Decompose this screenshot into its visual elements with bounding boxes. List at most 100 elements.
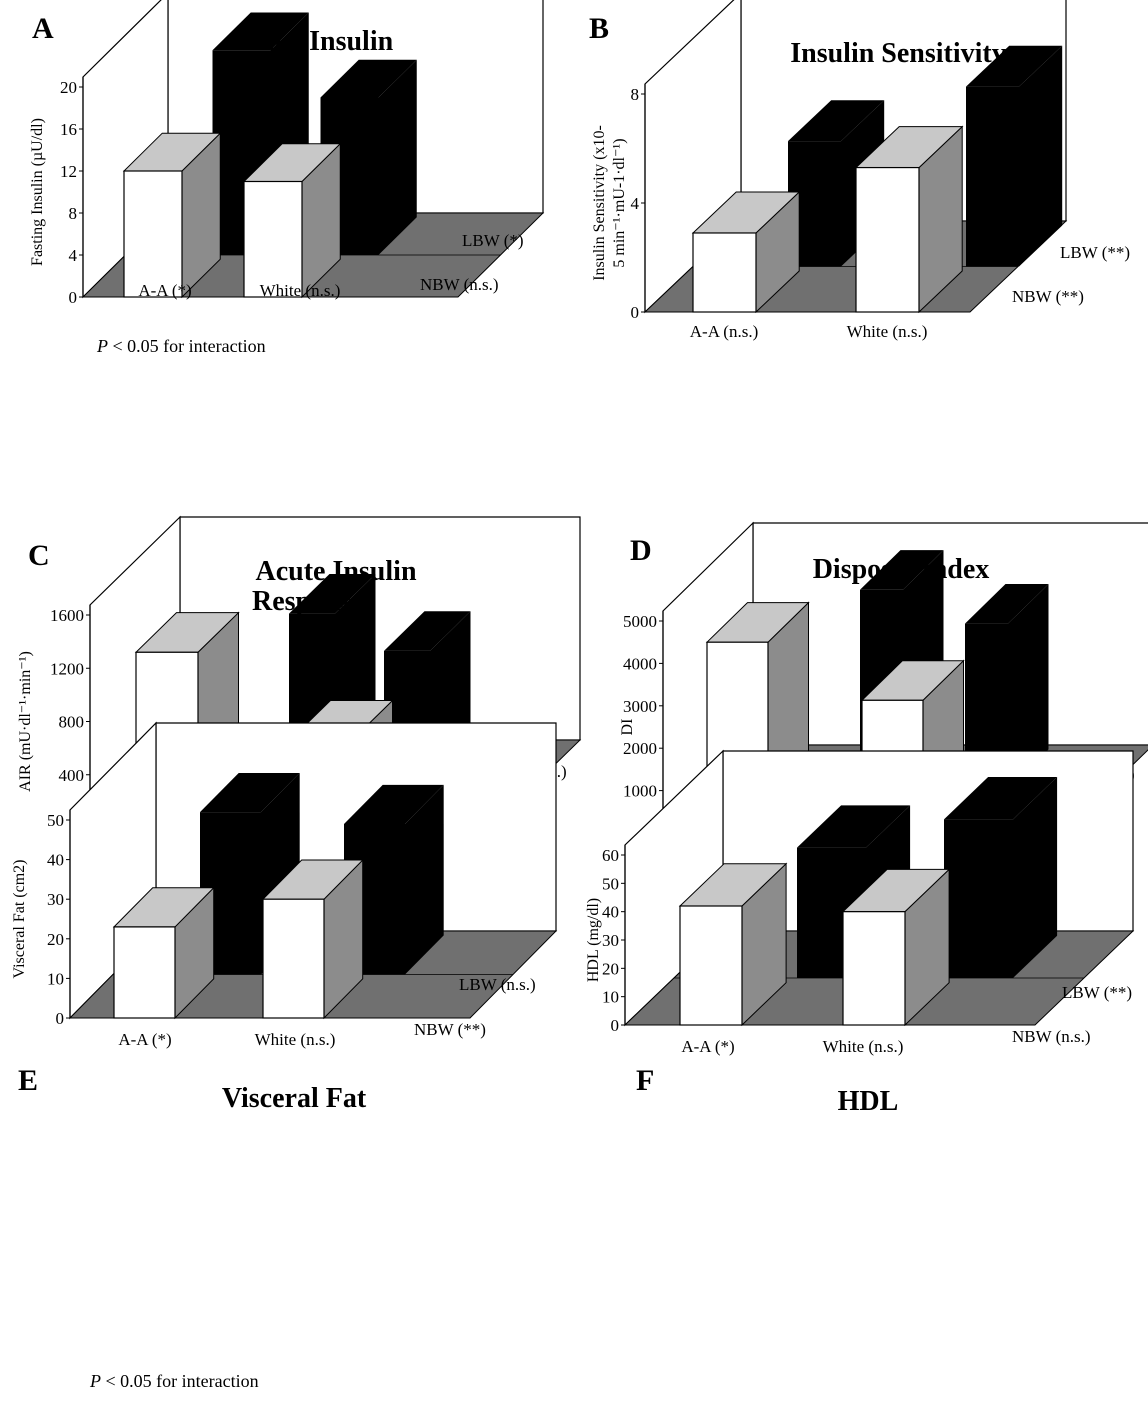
y-tick-label: 0 xyxy=(611,1016,620,1035)
bar-lbw-side xyxy=(1008,584,1049,789)
x-category-label: A-A (*) xyxy=(138,281,191,300)
y-axis-label: AIR (mU·dl⁻¹·min⁻¹) xyxy=(17,651,34,792)
y-tick-label: 8 xyxy=(631,85,640,104)
bar-nbw xyxy=(262,898,325,1019)
chart-title: HDL xyxy=(838,1086,899,1117)
bar-lbw-side xyxy=(378,59,417,256)
chart-panel-f: 0 10 20 30 40 50 60 F HDL HDL (mg/dl) A-A (*) White… xyxy=(585,749,1135,1117)
panel-letter: F xyxy=(636,1064,654,1097)
y-tick-label: 60 xyxy=(602,846,619,865)
x-category-label: White (n.s.) xyxy=(823,1037,904,1056)
bar-lbw-top xyxy=(966,45,1063,87)
bar-lbw-top xyxy=(289,574,376,614)
bar-lbw-side xyxy=(1013,777,1058,978)
chart-panel-e: 0 10 20 30 40 50 E Visceral Fat Visceral Fat (cm… xyxy=(11,721,558,1391)
y-tick-label: 12 xyxy=(60,162,77,181)
chart-title: Insulin Sensitivity xyxy=(790,38,1006,69)
panel-letter: A xyxy=(32,12,54,45)
chart-panel-a: 0 4 8 12 16 20 A Fast Insulin Fasting Insulin (µ… xyxy=(29,0,545,356)
panel-letter: B xyxy=(589,12,609,45)
bar-nbw xyxy=(855,166,920,313)
y-tick-label: 10 xyxy=(47,969,64,988)
x-category-label: A-A (n.s.) xyxy=(690,322,758,341)
bar-lbw-top xyxy=(788,100,885,142)
y-tick-label: 20 xyxy=(602,959,619,978)
y-tick-label: 800 xyxy=(59,713,85,732)
y-tick-label: 50 xyxy=(602,874,619,893)
y-tick-label: 0 xyxy=(631,303,640,322)
x-category-label: White (n.s.) xyxy=(255,1030,336,1049)
note-rest: < 0.05 for interaction xyxy=(101,1371,259,1391)
y-axis-label: Visceral Fat (cm2) xyxy=(11,860,28,979)
y-axis-label: 5 min⁻¹·mU-1·dl⁻¹) xyxy=(611,138,628,267)
bar-nbw xyxy=(243,180,303,298)
bar-lbw-top xyxy=(212,12,309,51)
series-label-nbw: NBW (n.s.) xyxy=(1012,1027,1091,1046)
bar-lbw-top xyxy=(384,611,471,651)
y-tick-label: 0 xyxy=(69,288,78,307)
y-tick-label: 4 xyxy=(631,194,640,213)
chart-title: Visceral Fat xyxy=(222,1083,367,1114)
note-p: P xyxy=(96,336,108,356)
bar-lbw xyxy=(200,812,261,975)
bar-nbw xyxy=(123,170,183,298)
interaction-note: P < 0.05 for interaction xyxy=(96,336,266,356)
bar-lbw-side xyxy=(405,784,444,975)
note-rest: < 0.05 for interaction xyxy=(108,336,266,356)
series-label-nbw: NBW (n.s.) xyxy=(420,275,499,294)
panel-letter: D xyxy=(630,534,652,567)
y-axis-label: HDL (mg/dl) xyxy=(585,898,602,982)
y-tick-label: 8 xyxy=(69,204,78,223)
y-tick-label: 1200 xyxy=(50,659,84,678)
y-tick-label: 16 xyxy=(60,120,77,139)
y-tick-label: 40 xyxy=(602,903,619,922)
panel-letter: C xyxy=(28,539,50,572)
chart-title: Response xyxy=(252,586,364,617)
y-tick-label: 0 xyxy=(56,1009,65,1028)
y-tick-label: 20 xyxy=(60,78,77,97)
bar-lbw xyxy=(788,141,841,267)
y-tick-label: 10 xyxy=(602,988,619,1007)
bar-nbw xyxy=(679,905,743,1026)
y-tick-label: 1600 xyxy=(50,606,84,625)
bar-lbw xyxy=(965,623,1008,789)
y-axis-label: DI xyxy=(619,719,636,736)
y-tick-label: 2000 xyxy=(623,739,657,758)
x-category-label: White (n.s.) xyxy=(260,281,341,300)
bar-nbw xyxy=(692,232,757,313)
y-axis-label: Fasting Insulin (µU/dl) xyxy=(29,118,46,266)
series-label-lbw: LBW (*) xyxy=(462,231,524,250)
y-tick-label: 3000 xyxy=(623,697,657,716)
y-tick-label: 40 xyxy=(47,851,64,870)
bar-lbw-top xyxy=(797,805,911,848)
interaction-note: P < 0.05 for interaction xyxy=(89,1371,259,1391)
bar-lbw-side xyxy=(1019,45,1063,267)
y-tick-label: 20 xyxy=(47,930,64,949)
bar-lbw-top xyxy=(944,777,1058,820)
chart-panel-b: 0 4 8 B Insulin Sensitivity Insulin Sensitivi… xyxy=(589,0,1130,341)
series-label-nbw: NBW (**) xyxy=(1012,287,1084,306)
bar-lbw xyxy=(966,86,1019,267)
y-axis-label: Insulin Sensitivity (x10- xyxy=(591,125,608,281)
series-label-lbw: LBW (**) xyxy=(1062,983,1132,1002)
y-tick-label: 50 xyxy=(47,811,64,830)
bar-lbw-top xyxy=(320,59,417,98)
y-tick-label: 30 xyxy=(602,931,619,950)
bar-lbw-top xyxy=(965,584,1049,624)
bar-lbw-top xyxy=(860,550,944,590)
y-tick-label: 30 xyxy=(47,890,64,909)
bar-lbw xyxy=(944,819,1013,978)
y-tick-label: 1000 xyxy=(623,782,657,801)
bar-lbw-top xyxy=(200,772,300,813)
panel-letter: E xyxy=(18,1064,38,1097)
y-tick-label: 4000 xyxy=(623,654,657,673)
y-tick-label: 400 xyxy=(59,766,85,785)
chart-title: Acute Insulin xyxy=(255,556,416,587)
y-tick-label: 4 xyxy=(69,246,78,265)
note-p: P xyxy=(89,1371,101,1391)
bar-lbw-top xyxy=(344,784,444,825)
x-category-label: A-A (*) xyxy=(681,1037,734,1056)
bar-nbw xyxy=(113,926,176,1019)
series-label-lbw: LBW (n.s.) xyxy=(459,975,536,994)
